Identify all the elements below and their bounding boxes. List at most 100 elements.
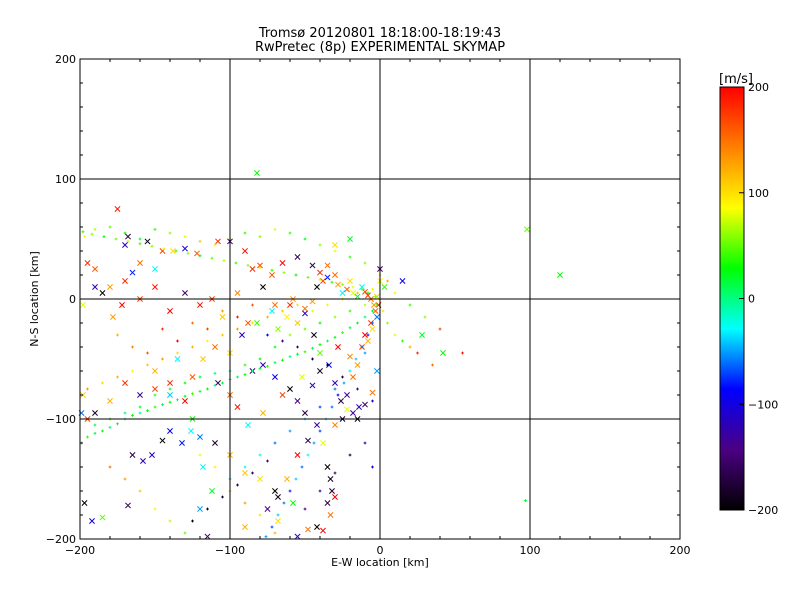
data-point-plus (273, 531, 277, 535)
data-point-plus (318, 321, 322, 325)
data-point-plus (381, 309, 385, 313)
data-point-x (440, 350, 446, 356)
data-point-x (317, 368, 323, 374)
data-point-plus (303, 350, 307, 354)
data-point-x (374, 368, 380, 374)
data-point-plus (191, 519, 194, 523)
data-point-plus (371, 288, 374, 291)
data-point-plus (162, 247, 166, 250)
data-point-x (129, 452, 136, 458)
data-point-x (347, 278, 353, 284)
data-point-plus (348, 453, 352, 457)
data-point-plus (243, 373, 247, 376)
data-point-plus (93, 423, 97, 427)
data-point-x (350, 374, 356, 380)
data-point-plus (123, 411, 127, 415)
data-point-plus (161, 357, 164, 361)
data-point-x (287, 386, 293, 392)
data-point-plus (86, 435, 89, 439)
data-point-plus (311, 357, 314, 361)
data-point-plus (114, 237, 118, 241)
data-point-plus (431, 363, 434, 367)
data-point-plus (375, 303, 379, 307)
data-point-x (234, 404, 241, 410)
data-point-x (324, 274, 331, 281)
data-point-x (219, 314, 226, 320)
data-point-x (317, 269, 323, 276)
data-point-x (92, 284, 98, 290)
data-point-x (212, 440, 218, 446)
colorbar-tick-label: 0 (748, 293, 755, 306)
data-point-x (260, 362, 266, 368)
data-point-x (294, 320, 301, 326)
data-point-plus (356, 387, 359, 391)
data-point-plus (333, 471, 337, 475)
data-point-plus (251, 303, 254, 307)
data-point-plus (294, 477, 298, 481)
data-point-x (245, 320, 251, 326)
x-axis-label: E-W location [km] (331, 556, 429, 569)
data-point-plus (206, 387, 209, 391)
data-point-x (107, 398, 113, 404)
data-point-plus (198, 254, 202, 258)
data-point-plus (318, 489, 322, 493)
data-point-x (362, 332, 368, 338)
data-point-plus (281, 309, 284, 313)
data-point-x (197, 434, 203, 440)
data-point-plus (236, 483, 239, 487)
data-point-x (329, 488, 335, 494)
data-point-x (144, 238, 151, 245)
data-point-plus (363, 261, 367, 265)
data-point-x (245, 422, 251, 428)
data-point-plus (258, 357, 262, 361)
data-point-x (125, 233, 131, 240)
data-point-x (324, 500, 331, 506)
data-point-plus (168, 231, 172, 235)
data-point-x (374, 293, 380, 300)
data-point-plus (93, 432, 97, 435)
data-point-x (302, 305, 308, 312)
data-point-plus (198, 240, 202, 243)
data-point-x (284, 314, 290, 320)
chart-subtitle: RwPretec (8p) EXPERIMENTAL SKYMAP (254, 40, 506, 55)
data-point-plus (108, 225, 112, 229)
data-point-plus (206, 507, 209, 511)
data-point-plus (221, 381, 224, 385)
colorbar-label: [m/s] (719, 72, 753, 87)
x-tick-label: 200 (670, 544, 691, 557)
data-point-x (320, 440, 326, 446)
data-point-x (260, 284, 266, 290)
data-point-plus (318, 343, 322, 346)
data-point-plus (296, 352, 299, 356)
data-point-x (197, 506, 203, 512)
data-point-plus (266, 333, 269, 337)
data-point-x (294, 533, 301, 540)
data-point-x (119, 302, 125, 308)
data-point-x (257, 262, 263, 269)
data-point-plus (333, 387, 337, 391)
y-tick-label: −200 (46, 533, 76, 546)
data-point-plus (213, 384, 217, 387)
data-point-x (275, 326, 281, 332)
data-point-x (362, 401, 368, 408)
x-tick-label: 0 (377, 544, 384, 557)
data-point-x (272, 488, 278, 494)
data-point-x (381, 284, 388, 290)
data-point-plus (213, 243, 217, 247)
data-point-x (212, 344, 218, 350)
data-point-plus (246, 264, 250, 267)
data-point-x (80, 302, 86, 308)
data-point-x (314, 524, 320, 530)
data-point-x (129, 269, 136, 276)
data-point-x (299, 374, 305, 380)
data-point-plus (258, 266, 262, 270)
data-point-plus (236, 315, 239, 319)
data-point-plus (348, 309, 352, 313)
data-point-plus (123, 231, 127, 235)
data-point-plus (336, 393, 340, 397)
data-point-plus (264, 535, 268, 538)
data-point-x (275, 518, 281, 524)
data-point-plus (81, 230, 85, 234)
y-axis-label: N-S location [km] (28, 251, 41, 347)
